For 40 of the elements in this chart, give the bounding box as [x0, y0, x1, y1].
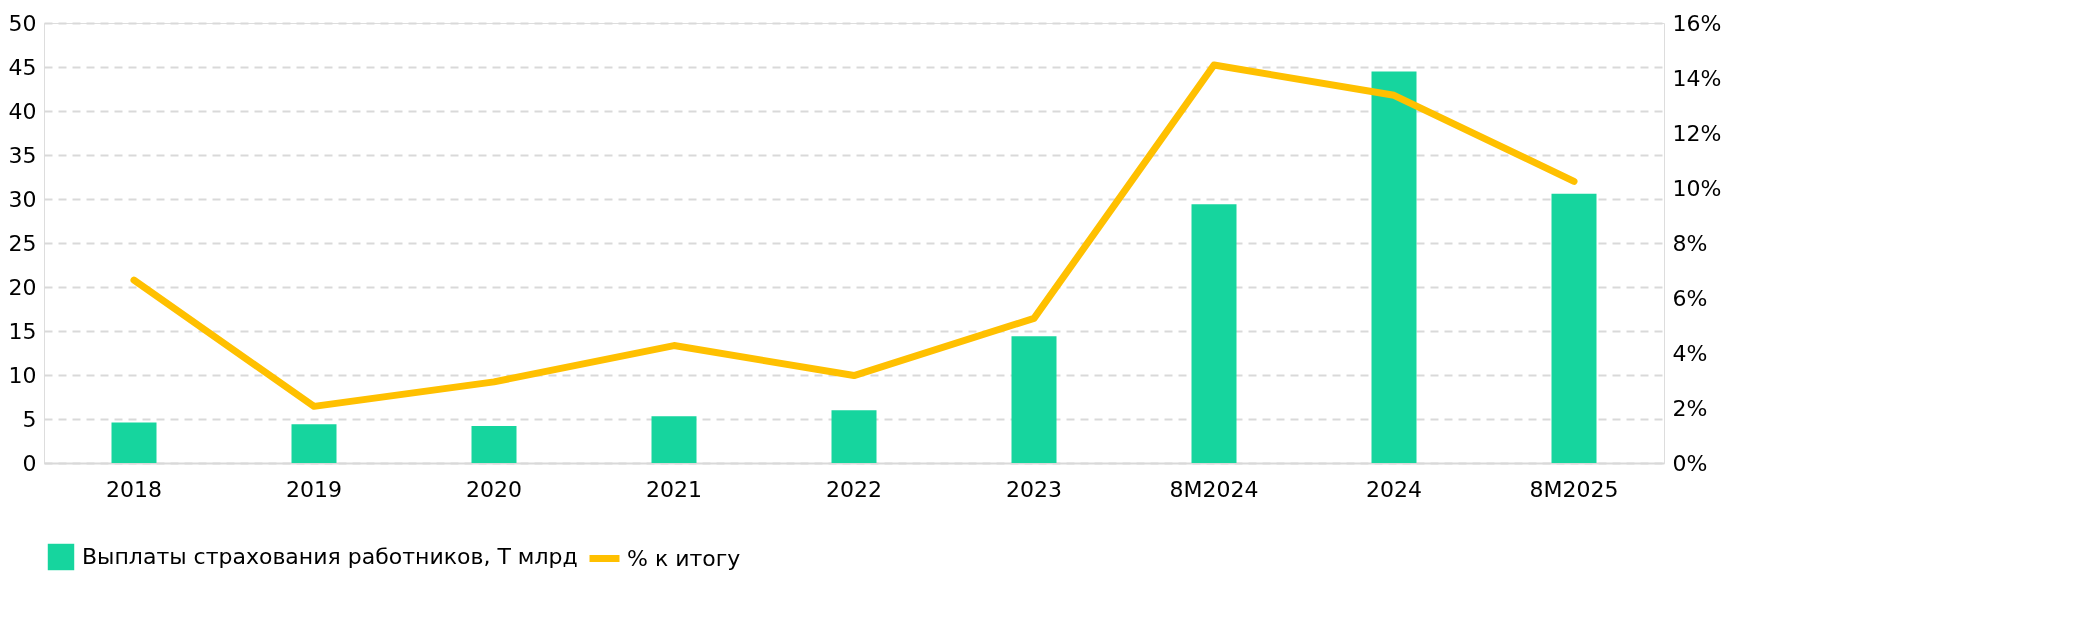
- x-tick-label: 2020: [466, 476, 522, 502]
- y-tick-label: 0: [22, 450, 37, 476]
- bar: [1191, 204, 1237, 463]
- legend-label: % к итогу: [627, 545, 741, 571]
- x-tick-label: 2024: [1366, 476, 1422, 502]
- x-tick-label: 2023: [1006, 476, 1062, 502]
- bar: [831, 410, 877, 463]
- y-tick-label: 45: [8, 54, 37, 80]
- y2-tick-label: 6%: [1672, 285, 1708, 311]
- y2-tick-label: 4%: [1672, 340, 1708, 366]
- x-tick-label: 2021: [646, 476, 702, 502]
- y2-tick-label: 16%: [1672, 10, 1722, 36]
- y-tick-label: 35: [8, 142, 37, 168]
- bar: [111, 422, 157, 463]
- y-tick-label: 10: [8, 362, 37, 388]
- y-tick-label: 20: [8, 274, 37, 300]
- y-tick-label: 25: [8, 230, 37, 256]
- y2-tick-label: 0%: [1672, 450, 1708, 476]
- legend-label: Выплаты страхования работников, T млрд: [82, 544, 578, 569]
- y-tick-label: 40: [8, 98, 37, 124]
- y-tick-label: 50: [8, 10, 37, 36]
- x-tick-label: 2022: [826, 476, 882, 502]
- x-tick-label: 8M2025: [1529, 476, 1619, 502]
- y2-tick-label: 12%: [1672, 120, 1722, 146]
- y2-tick-label: 2%: [1672, 395, 1708, 421]
- bar: [471, 426, 517, 463]
- y-tick-label: 30: [8, 186, 37, 212]
- y2-tick-label: 10%: [1672, 175, 1722, 201]
- bar: [1371, 71, 1417, 463]
- x-tick-label: 8M2024: [1169, 476, 1259, 502]
- y-tick-label: 5: [22, 406, 37, 432]
- y2-tick-label: 8%: [1672, 230, 1708, 256]
- x-tick-label: 2019: [286, 476, 342, 502]
- x-tick-label: 2018: [106, 476, 162, 502]
- bar: [1551, 193, 1597, 463]
- bar: [291, 424, 337, 463]
- y2-tick-label: 14%: [1672, 65, 1722, 91]
- bar: [1011, 336, 1057, 463]
- y-tick-label: 15: [8, 318, 37, 344]
- bar: [651, 416, 697, 463]
